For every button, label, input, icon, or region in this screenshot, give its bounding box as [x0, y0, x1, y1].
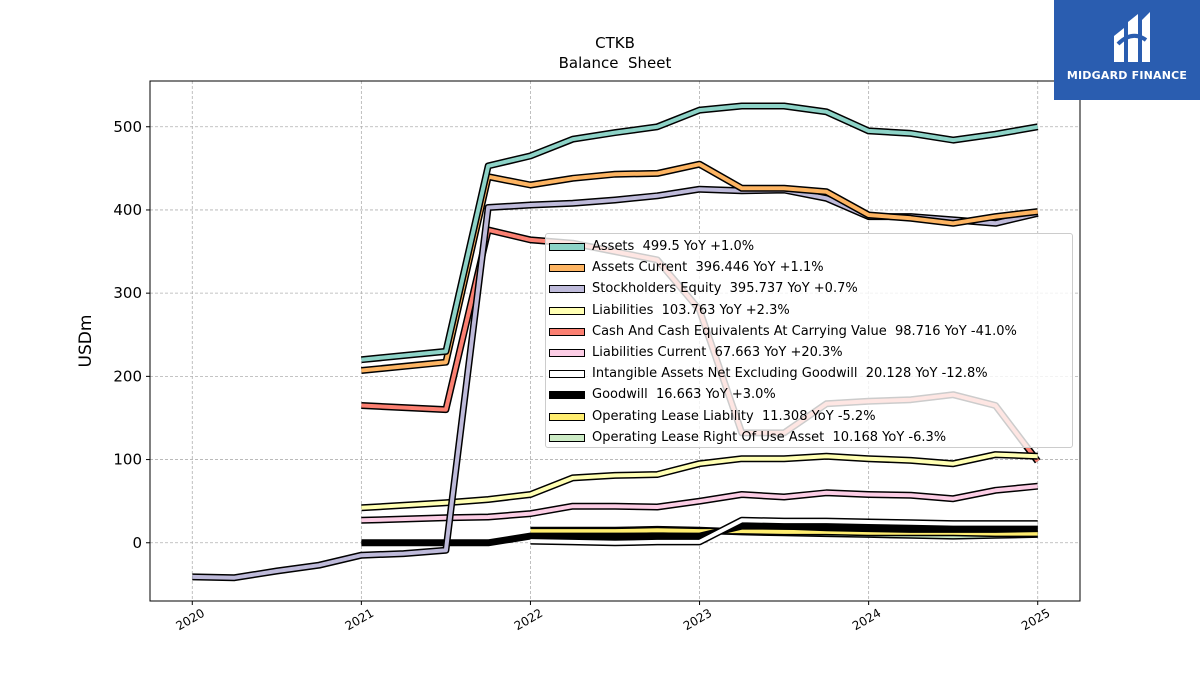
series-stroke: [361, 162, 1038, 373]
legend-swatch: [549, 327, 585, 336]
x-tick-label: 2020: [174, 606, 207, 633]
series-line-1: [361, 160, 1039, 374]
x-tick-label: 2024: [850, 606, 883, 633]
legend-label: Cash And Cash Equivalents At Carrying Va…: [592, 323, 1017, 339]
legend-item: Stockholders Equity 395.737 YoY +0.7%: [546, 279, 1072, 300]
series-line-5: [361, 482, 1039, 524]
series-line-6: [530, 516, 1038, 547]
plot-frame: [149, 80, 1081, 602]
chart-title: CTKB: [595, 34, 635, 52]
legend-label: Assets 499.5 YoY +1.0%: [592, 239, 755, 254]
series-stroke: [530, 518, 1038, 545]
legend-item: Liabilities 103.763 YoY +2.3%: [546, 301, 1072, 322]
legend-swatch: [549, 412, 585, 421]
legend-item: Goodwill 16.663 YoY +3.0%: [546, 385, 1072, 406]
legend-swatch: [549, 243, 585, 251]
legend-swatch: [549, 349, 585, 357]
y-tick-label: 300: [113, 284, 142, 302]
legend-label: Operating Lease Right Of Use Asset 10.16…: [592, 429, 947, 445]
y-tick-label: 200: [113, 367, 142, 385]
legend-label: Liabilities 103.763 YoY +2.3%: [592, 302, 790, 318]
legend-item: Operating Lease Liability 11.308 YoY -5.…: [546, 407, 1072, 428]
x-tick-label: 2025: [1019, 606, 1052, 633]
legend-label: Stockholders Equity 395.737 YoY +0.7%: [592, 281, 858, 297]
series-line-0: [361, 102, 1039, 364]
legend-item: Liabilities Current 67.663 YoY +20.3%: [546, 343, 1072, 364]
x-tick-label: 2023: [681, 606, 714, 633]
midgard-finance-logo: MIDGARD FINANCE: [1054, 0, 1200, 100]
legend-swatch: [549, 370, 585, 379]
legend-label: Operating Lease Liability 11.308 YoY -5.…: [592, 408, 876, 424]
y-axis-label: USDm: [76, 315, 96, 368]
legend-label: Liabilities Current 67.663 YoY +20.3%: [592, 345, 843, 360]
legend-swatch: [549, 285, 585, 294]
y-tick-label: 500: [113, 118, 142, 136]
series-lines: [192, 102, 1041, 582]
series-line-3: [361, 451, 1038, 512]
series-stroke: [361, 452, 1038, 510]
logo-mark-icon: [1114, 12, 1150, 62]
legend-label: Goodwill 16.663 YoY +3.0%: [592, 387, 776, 403]
legend-label: Assets Current 396.446 YoY +1.1%: [592, 260, 824, 276]
legend-item: Operating Lease Right Of Use Asset 10.16…: [546, 428, 1072, 449]
legend-item: Cash And Cash Equivalents At Carrying Va…: [546, 322, 1072, 343]
legend-swatch: [549, 264, 585, 273]
legend-swatch: [549, 306, 585, 315]
y-tick-label: 0: [132, 534, 142, 552]
legend-item: Assets 499.5 YoY +1.0%: [546, 237, 1072, 258]
y-tick-label: 400: [113, 201, 142, 219]
legend-swatch: [549, 433, 585, 442]
y-tick-label: 100: [113, 451, 142, 469]
x-tick-label: 2022: [512, 606, 545, 633]
legend-swatch: [549, 391, 585, 400]
legend-item: Assets Current 396.446 YoY +1.1%: [546, 258, 1072, 279]
series-stroke: [361, 104, 1039, 362]
legend-item: Intangible Assets Net Excluding Goodwill…: [546, 364, 1072, 385]
logo-text: MIDGARD FINANCE: [1066, 69, 1188, 82]
series-stroke: [361, 484, 1038, 523]
legend: Assets 499.5 YoY +1.0% Assets Current 396…: [545, 233, 1073, 448]
chart-subtitle: Balance Sheet: [559, 54, 672, 72]
legend-label: Intangible Assets Net Excluding Goodwill…: [592, 366, 988, 382]
x-tick-label: 2021: [343, 606, 376, 633]
